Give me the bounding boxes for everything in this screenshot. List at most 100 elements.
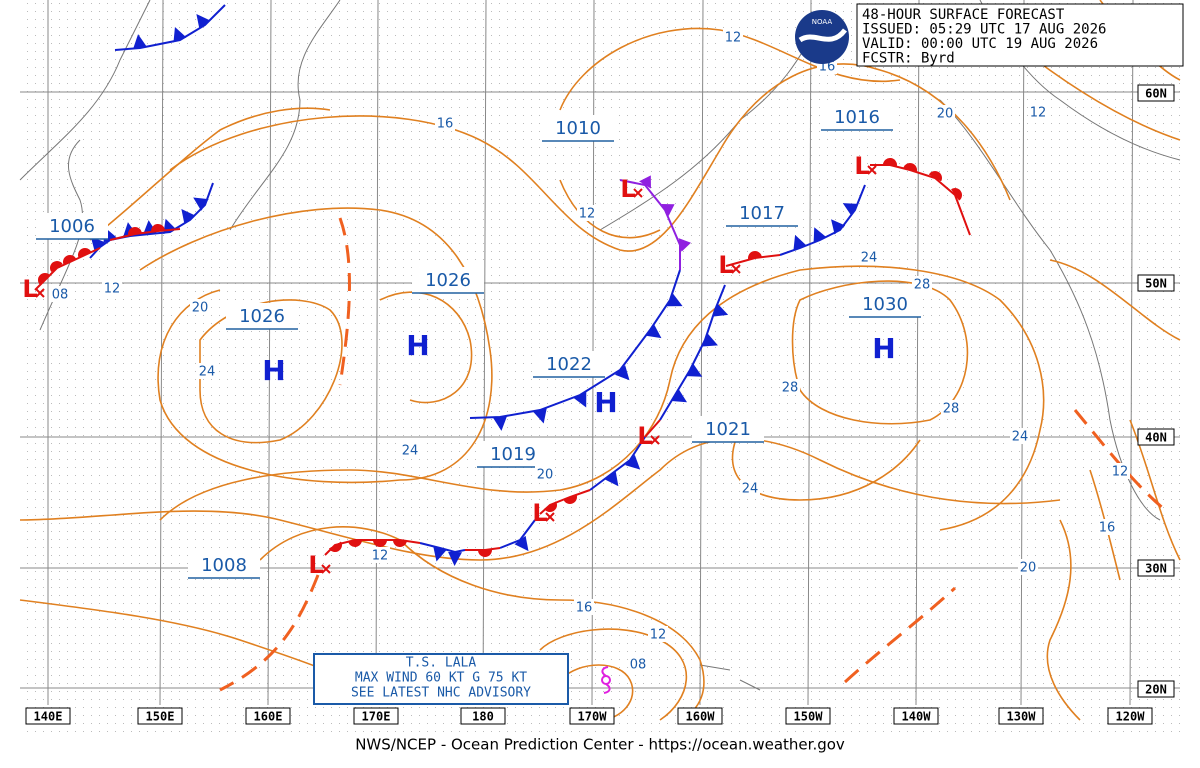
- isobar-label-bg: [574, 599, 594, 615]
- low-cross: [731, 264, 741, 274]
- pressure-label: 1019: [490, 444, 536, 465]
- low-center: L: [854, 152, 869, 180]
- pressure-box: [542, 115, 614, 141]
- lon-label: 120W: [1116, 710, 1146, 724]
- low-cross: [867, 165, 877, 175]
- lat-label: 60N: [1145, 87, 1167, 101]
- low-cross: [650, 435, 660, 445]
- high-center: H: [872, 332, 895, 365]
- low-center: L: [22, 275, 37, 303]
- isobar-label-bg: [50, 286, 70, 302]
- isobar-label: 08: [630, 658, 647, 673]
- isobar-label: 28: [782, 381, 799, 396]
- isobar-label: 12: [372, 549, 389, 564]
- isobar-label-bg: [859, 249, 879, 265]
- isobar-label: 24: [1012, 430, 1029, 445]
- lon-label-box: [25, 707, 71, 725]
- logo-text: NOAA: [812, 18, 833, 26]
- lat-label-box: [1137, 84, 1175, 102]
- low-center: L: [620, 175, 635, 203]
- pressure-label: 1022: [546, 354, 592, 375]
- pressure-label: 1026: [425, 270, 471, 291]
- lon-label: 130W: [1007, 710, 1037, 724]
- footer: NWS/NCEP - Ocean Prediction Center - htt…: [355, 736, 845, 754]
- header-line: ISSUED: 05:29 UTC 17 AUG 2026: [862, 22, 1106, 38]
- high-center: H: [406, 329, 429, 362]
- isobar-label-bg: [935, 105, 955, 121]
- storm-line: MAX WIND 60 KT G 75 KT: [355, 671, 527, 686]
- pressure-box: [692, 416, 764, 442]
- header-line: 48-HOUR SURFACE FORECAST: [862, 7, 1065, 23]
- isobar-label: 20: [1020, 561, 1037, 576]
- header-line: VALID: 00:00 UTC 19 AUG 2026: [862, 36, 1098, 52]
- isobar-label-bg: [628, 656, 648, 672]
- pressure-label: 1010: [555, 118, 601, 139]
- lon-label: 150E: [146, 710, 175, 724]
- lon-label-box: [998, 707, 1044, 725]
- header-box: [856, 3, 1184, 67]
- lat-label: 50N: [1145, 277, 1167, 291]
- isobar-label-bg: [912, 276, 932, 292]
- isobar-label-bg: [535, 466, 555, 482]
- lat-label: 20N: [1145, 683, 1167, 697]
- pressure-box: [477, 441, 549, 467]
- low-center: L: [308, 551, 323, 579]
- lon-label-box: [569, 707, 615, 725]
- lat-label-box: [1137, 274, 1175, 292]
- lon-label: 160E: [254, 710, 283, 724]
- isobar-label: 12: [1030, 106, 1047, 121]
- lat-label: 30N: [1145, 562, 1167, 576]
- low-center: L: [637, 422, 652, 450]
- isobar-label-bg: [435, 115, 455, 131]
- pressure-box: [849, 291, 921, 317]
- pressure-box: [226, 303, 298, 329]
- isobar-label-bg: [577, 205, 597, 221]
- low-cross: [545, 512, 555, 522]
- pressure-label: 1016: [834, 107, 880, 128]
- low-center: L: [532, 499, 547, 527]
- lon-label: 160W: [686, 710, 716, 724]
- pressure-label: 1021: [705, 419, 751, 440]
- isobar-label: 20: [537, 468, 554, 483]
- pressure-box: [36, 213, 108, 239]
- lon-label: 150W: [794, 710, 824, 724]
- high-center: H: [262, 354, 285, 387]
- pressure-box: [188, 552, 260, 578]
- header-line: FCSTR: Byrd: [862, 51, 955, 67]
- isobar-label-bg: [1097, 519, 1117, 535]
- lat-label: 40N: [1145, 431, 1167, 445]
- isobar-label: 20: [192, 301, 209, 316]
- isobar-label-bg: [780, 379, 800, 395]
- high-center: H: [594, 386, 617, 419]
- low-cross: [633, 188, 643, 198]
- isobar-label-bg: [197, 363, 217, 379]
- isobar-label-bg: [648, 626, 668, 642]
- isobar-label: 24: [402, 444, 419, 459]
- isobar-label-bg: [1110, 463, 1130, 479]
- storm-box: [313, 653, 569, 705]
- isobar-label-bg: [102, 280, 122, 296]
- lon-label-box: [893, 707, 939, 725]
- isobar-label: 12: [104, 282, 121, 297]
- isobar-label-bg: [400, 442, 420, 458]
- isobar-label: 12: [650, 628, 667, 643]
- isobar-label: 20: [937, 107, 954, 122]
- pressure-label: 1026: [239, 306, 285, 327]
- storm-line: SEE LATEST NHC ADVISORY: [351, 686, 531, 701]
- isobar-label: 16: [576, 601, 593, 616]
- labels: 60N 50N 40N 30N 20N 140E 150E 160E 170E 180 170W 16…: [22, 29, 1175, 725]
- storm-line: T.S. LALA: [406, 656, 477, 671]
- lon-label-box: [353, 707, 399, 725]
- isobar-label: 12: [1112, 465, 1129, 480]
- isobar-label-bg: [1010, 428, 1030, 444]
- isobar-label: 28: [943, 402, 960, 417]
- lon-label-box: [677, 707, 723, 725]
- lat-label-box: [1137, 428, 1175, 446]
- lat-label-box: [1137, 559, 1175, 577]
- lon-label: 140W: [902, 710, 932, 724]
- tropical-storm-symbol: [601, 666, 611, 694]
- fronts: [34, 4, 1166, 692]
- lon-label: 170W: [578, 710, 608, 724]
- isobar-label-bg: [723, 29, 743, 45]
